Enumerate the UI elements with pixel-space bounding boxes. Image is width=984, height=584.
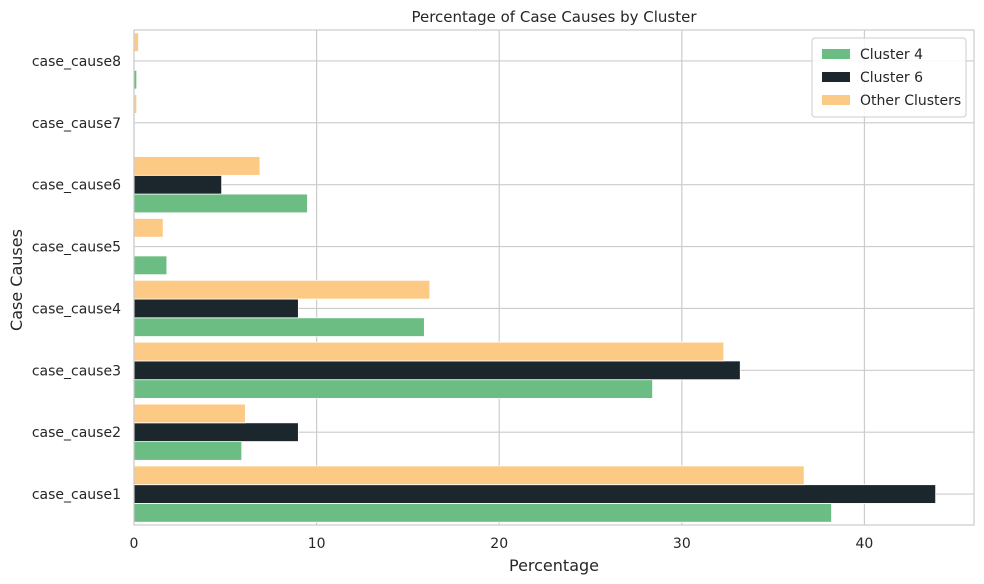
legend-label: Cluster 6 xyxy=(860,70,923,86)
x-tick-label: 30 xyxy=(673,536,691,552)
y-tick-label: case_cause1 xyxy=(32,487,121,503)
y-tick-label: case_cause7 xyxy=(32,116,121,132)
bar-cluster-4-case_cause3 xyxy=(133,379,654,399)
bar-cluster-4-case_cause5 xyxy=(133,255,168,276)
y-tick-labels: case_cause1 case_cause2 case_cause3 case_ca… xyxy=(32,54,121,503)
y-tick-label: case_cause4 xyxy=(32,301,121,317)
x-tick-label: 10 xyxy=(308,536,326,552)
legend-label: Cluster 4 xyxy=(860,47,923,63)
y-tick-label: case_cause8 xyxy=(32,54,121,70)
bar-cluster-6-case_cause4 xyxy=(133,298,299,319)
x-tick-label: 0 xyxy=(130,536,139,552)
x-tick-label: 40 xyxy=(856,536,874,552)
bar-cluster-4-case_cause4 xyxy=(133,317,425,337)
bar-cluster-6-case_cause2 xyxy=(133,422,299,442)
plot-frame xyxy=(133,29,975,526)
y-tick-label: case_cause5 xyxy=(32,240,121,256)
bar-other-clusters-case_cause5 xyxy=(133,218,164,238)
bar-cluster-6-case_cause3 xyxy=(133,360,741,381)
legend-box xyxy=(811,37,967,118)
legend: Cluster 4 Cluster 6 Other Clusters xyxy=(811,37,967,118)
x-tick-label: 20 xyxy=(490,536,508,552)
legend-label: Other Clusters xyxy=(860,93,961,109)
bar-other-clusters-case_cause2 xyxy=(133,403,246,424)
x-axis-label: Percentage xyxy=(509,556,599,575)
bar-cluster-6-case_cause6 xyxy=(133,174,223,195)
bar-other-clusters-case_cause6 xyxy=(133,156,261,176)
bar-cluster-4-case_cause6 xyxy=(133,193,308,214)
chart-title: Percentage of Case Causes by Cluster xyxy=(411,8,697,26)
y-tick-label: case_cause2 xyxy=(32,425,121,441)
bar-cluster-4-case_cause2 xyxy=(133,441,243,461)
legend-swatch xyxy=(822,49,850,59)
y-axis-label: Case Causes xyxy=(7,229,26,331)
legend-swatch xyxy=(822,95,850,105)
bar-other-clusters-case_cause4 xyxy=(133,279,431,300)
bar-cluster-4-case_cause1 xyxy=(133,503,832,523)
y-tick-label: case_cause6 xyxy=(32,178,121,194)
bars xyxy=(133,32,937,523)
bar-other-clusters-case_cause3 xyxy=(133,341,725,362)
bar-other-clusters-case_cause8 xyxy=(133,32,139,52)
bar-other-clusters-case_cause1 xyxy=(133,465,805,486)
legend-swatch xyxy=(822,72,850,82)
y-tick-label: case_cause3 xyxy=(32,363,121,379)
x-tick-labels: 0 10 20 30 40 xyxy=(130,536,874,552)
bar-cluster-6-case_cause1 xyxy=(133,484,937,504)
